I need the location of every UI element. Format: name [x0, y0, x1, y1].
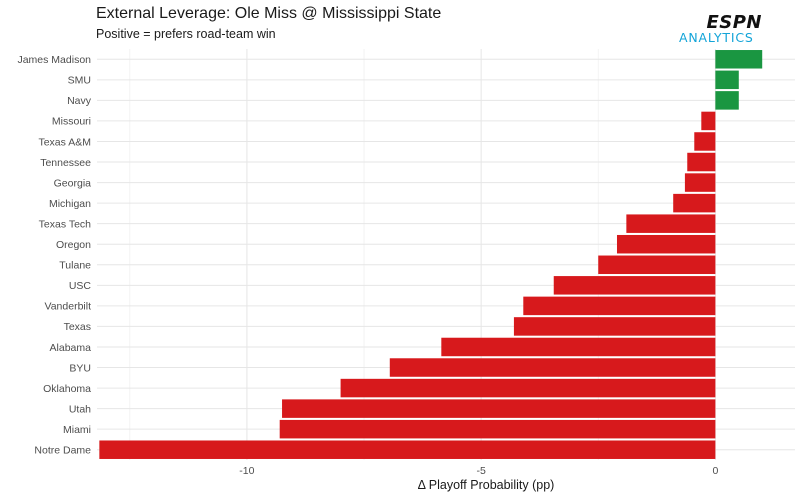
category-label: SMU [68, 75, 91, 87]
bar-michigan [673, 193, 716, 213]
x-axis-label: Δ Playoff Probability (pp) [417, 478, 555, 492]
category-label: Utah [69, 403, 91, 415]
bar-usc [553, 276, 716, 295]
category-label: Vanderbilt [44, 301, 91, 313]
bar-oregon [616, 234, 716, 254]
bar-vanderbilt [523, 296, 716, 316]
category-label: Notre Dame [34, 445, 91, 457]
bar-texas-tech [626, 214, 716, 233]
category-label: BYU [69, 362, 91, 374]
category-label: Michigan [49, 198, 91, 210]
category-label: Alabama [50, 342, 92, 354]
bar-tennessee [687, 152, 716, 172]
category-label: Oregon [56, 239, 91, 251]
bar-georgia [684, 173, 716, 192]
category-label: Georgia [54, 177, 92, 189]
x-tick-labels: -10 -5 0 [239, 465, 718, 477]
gridlines [97, 49, 795, 460]
espn-analytics-logo: ESPN ANALYTICS [676, 14, 794, 46]
bar-oklahoma [340, 378, 716, 398]
category-label: Navy [67, 95, 92, 107]
logo-tagline: ANALYTICS [679, 30, 754, 45]
bars [99, 50, 763, 459]
bar-texas [513, 317, 716, 336]
bar-byu [389, 358, 716, 377]
chart-title: External Leverage: Ole Miss @ Mississipp… [96, 5, 442, 22]
category-label: James Madison [17, 54, 91, 66]
bar-alabama [441, 337, 716, 357]
bar-miami [279, 419, 716, 439]
category-labels: James Madison SMU Navy Missouri Texas A&M Ten… [17, 54, 91, 456]
category-label: Missouri [52, 116, 91, 128]
bar-smu [715, 70, 739, 90]
logo-wordmark: ESPN [706, 12, 762, 33]
category-label: USC [69, 280, 92, 292]
bar-texas-a-m [694, 132, 716, 151]
bar-navy [715, 91, 739, 110]
category-label: Texas A&M [38, 136, 91, 148]
category-label: Texas [64, 321, 91, 333]
category-label: Tulane [59, 260, 91, 272]
bar-james-madison [715, 50, 763, 69]
chart-subtitle: Positive = prefers road-team win [96, 27, 276, 41]
x-tick-label: -5 [476, 465, 485, 477]
x-tick-label: 0 [712, 465, 718, 477]
bar-utah [282, 399, 716, 418]
x-tick-label: -10 [239, 465, 254, 477]
category-label: Tennessee [40, 157, 91, 169]
category-label: Oklahoma [43, 383, 91, 395]
category-label: Texas Tech [39, 218, 91, 230]
bar-missouri [701, 111, 716, 131]
category-label: Miami [63, 424, 91, 436]
bar-tulane [598, 255, 716, 275]
bar-notre-dame [99, 440, 716, 459]
